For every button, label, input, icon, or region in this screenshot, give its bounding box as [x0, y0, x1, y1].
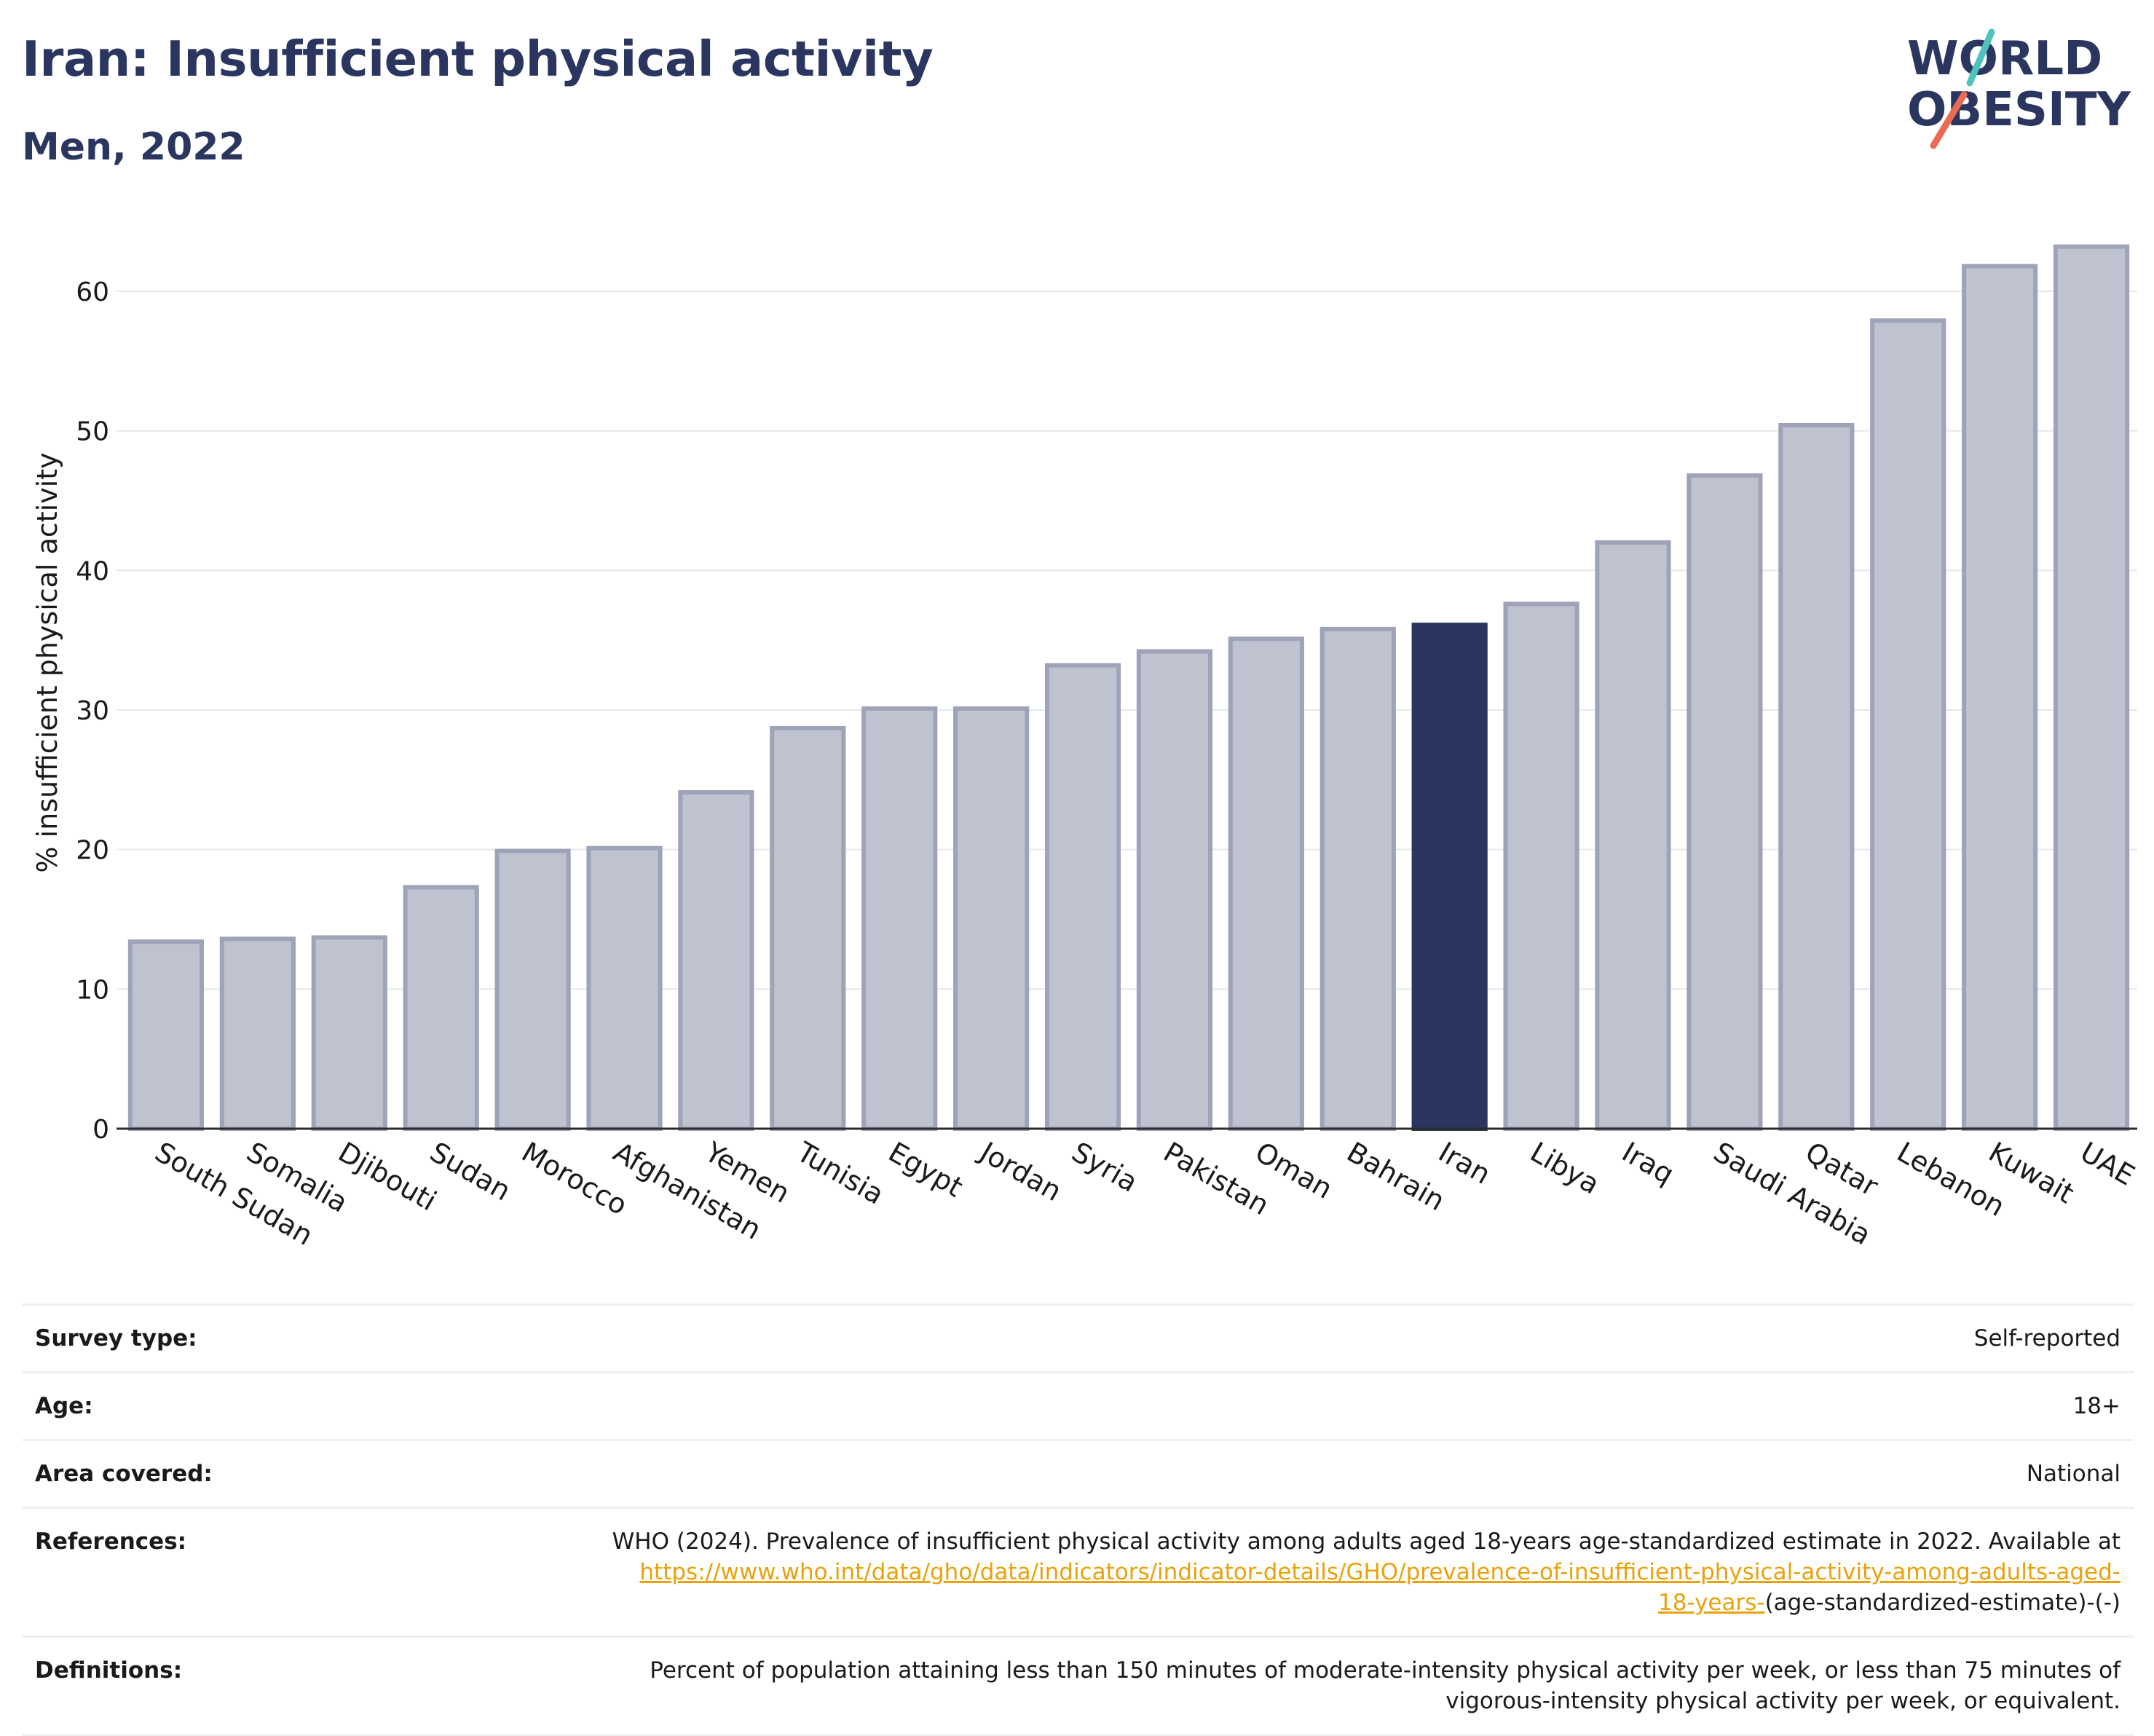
definitions-label: Definitions:	[35, 1657, 183, 1684]
bars	[127, 244, 2130, 1132]
survey-type-row: Survey type: Self-reported	[22, 1303, 2134, 1371]
y-tick-label: 0	[92, 1115, 109, 1145]
bar-jordan	[953, 706, 1030, 1131]
bar-yemen	[678, 790, 754, 1132]
x-tick-label: Iraq	[1617, 1136, 1679, 1191]
references-text: WHO (2024). Prevalence of insufficient p…	[612, 1528, 2121, 1555]
x-tick-label: Bahrain	[1341, 1136, 1450, 1218]
bar-afghanistan	[586, 845, 663, 1131]
x-tick-label: Iran	[1433, 1136, 1496, 1191]
x-tick-label: Djibouti	[333, 1136, 442, 1218]
x-tick-label: Egypt	[883, 1136, 968, 1204]
area-row: Area covered: National	[22, 1439, 2134, 1507]
metadata-table: Survey type: Self-reported Age: 18+ Area…	[22, 1303, 2134, 1736]
bar-oman	[1228, 636, 1304, 1131]
definitions-line-2: vigorous-intensity physical activity per…	[1445, 1688, 2121, 1714]
logo-word-world: WORLD	[1907, 32, 2102, 86]
y-tick-label: 30	[76, 696, 109, 726]
references-link-continued[interactable]: 18-years-	[1657, 1590, 1765, 1616]
bar-lebanon	[1870, 318, 1946, 1131]
x-tick-label: Pakistan	[1158, 1136, 1274, 1222]
bar-qatar	[1778, 423, 1855, 1131]
x-tick-label: Saudi Arabia	[1708, 1136, 1877, 1252]
bar-saudi-arabia	[1686, 473, 1763, 1131]
x-tick-label: UAE	[2075, 1136, 2140, 1192]
y-tick-label: 20	[76, 836, 109, 866]
x-tick-label: Syria	[1067, 1136, 1143, 1199]
references-link[interactable]: https://www.who.int/data/gho/data/indica…	[639, 1559, 2121, 1585]
area-label: Area covered:	[35, 1461, 213, 1487]
x-tick-label: Jordan	[974, 1135, 1067, 1208]
y-tick-label: 50	[76, 417, 109, 447]
bar-egypt	[861, 706, 938, 1131]
bar-kuwait	[1962, 264, 2038, 1131]
y-tick-label: 40	[76, 556, 109, 586]
bar-iran	[1411, 623, 1488, 1131]
survey-type-value: Self-reported	[1973, 1325, 2121, 1352]
bar-south-sudan	[127, 939, 205, 1131]
x-tick-label: Tunisia	[791, 1135, 889, 1211]
definitions-value: Percent of population attaining less tha…	[414, 1655, 2121, 1716]
bar-iraq	[1595, 540, 1671, 1131]
y-tick-label: 10	[76, 975, 109, 1005]
references-tail: (age-standardized-estimate)-(-)	[1764, 1590, 2121, 1616]
y-tick-label: 60	[76, 277, 109, 307]
age-label: Age:	[35, 1393, 93, 1419]
page-title: Iran: Insufficient physical activity	[22, 31, 934, 87]
x-tick-label: South Sudan	[149, 1136, 318, 1252]
bar-pakistan	[1136, 649, 1213, 1131]
age-value: 18+	[2072, 1393, 2121, 1419]
world-obesity-logo: WORLD OBESITY	[1907, 28, 2131, 149]
bar-sudan	[403, 885, 479, 1131]
definitions-line-1: Percent of population attaining less tha…	[650, 1657, 2121, 1684]
area-value: National	[2026, 1461, 2121, 1487]
y-axis-label: % insufficient physical activity	[31, 452, 63, 872]
page-subtitle: Men, 2022	[22, 125, 245, 169]
logo-slash-coral	[1930, 91, 1968, 149]
x-tick-label: Libya	[1525, 1136, 1605, 1201]
age-row: Age: 18+	[22, 1371, 2134, 1439]
bar-chart: 0 10 20 30 40 50 60 South SudanSomaliaDjibouti…	[31, 244, 2140, 1252]
x-tick-label: Morocco	[516, 1136, 633, 1222]
x-tick-label: Sudan	[425, 1136, 516, 1207]
bar-morocco	[494, 848, 571, 1132]
bar-tunisia	[770, 725, 846, 1131]
bar-somalia	[219, 936, 296, 1132]
logo-slash-teal	[1966, 28, 1995, 87]
bar-syria	[1044, 663, 1121, 1131]
bar-uae	[2053, 244, 2130, 1132]
survey-type-label: Survey type:	[35, 1325, 197, 1352]
definitions-row: Definitions: Percent of population attai…	[22, 1636, 2134, 1736]
y-axis-ticks: 0 10 20 30 40 50 60	[76, 277, 109, 1145]
references-row: References: WHO (2024). Prevalence of in…	[22, 1507, 2134, 1636]
bar-libya	[1503, 601, 1579, 1131]
references-label: References:	[35, 1528, 187, 1555]
bar-bahrain	[1319, 626, 1396, 1131]
references-value: WHO (2024). Prevalence of insufficient p…	[414, 1526, 2121, 1618]
bar-djibouti	[311, 935, 387, 1131]
